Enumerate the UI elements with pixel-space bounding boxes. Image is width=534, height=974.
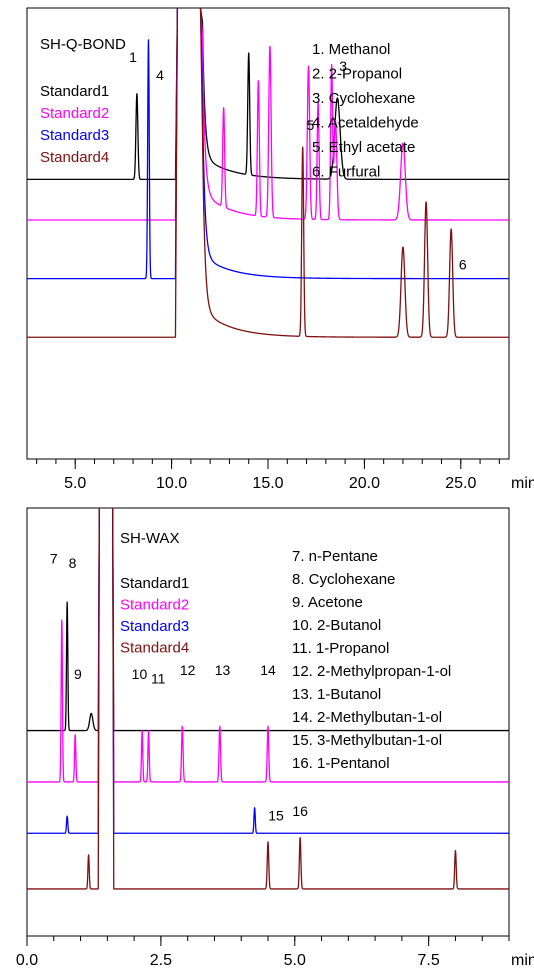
compound-entry: 10. 2-Butanol [292, 617, 381, 634]
compound-entry: 2. 2-Propanol [312, 66, 402, 83]
compound-entry: 16. 1-Pentanol [292, 755, 390, 772]
x-tick-label: 5.0 [284, 952, 306, 969]
series-trace-standard3 [26, 507, 510, 834]
legend-entry: Standard3 [120, 618, 189, 635]
peak-label: 10 [132, 666, 148, 682]
peak-label: 15 [268, 807, 284, 823]
legend-entry: Standard2 [120, 597, 189, 614]
peak-label: 6 [459, 257, 467, 273]
peak-label: 5 [307, 117, 315, 133]
compound-entry: 9. Acetone [292, 594, 363, 611]
peak-label: 11 [151, 670, 166, 686]
compound-entry: 8. Cyclohexane [292, 571, 395, 588]
x-tick-label: 15.0 [252, 475, 283, 492]
peak-label: 12 [180, 662, 196, 678]
peak-label: 14 [260, 662, 276, 678]
peak-label: 13 [215, 662, 231, 678]
chart-panel-2: 0.0 2.5 5.0 7.5 min 7 8 9 10 11 12 13 14 15 16 SH-WAX St… [16, 507, 534, 969]
column-title: SH-WAX [120, 530, 179, 547]
x-tick-label: 20.0 [349, 475, 380, 492]
legend-entry: Standard2 [40, 105, 109, 122]
compound-entry: 14. 2-Methylbutan-1-ol [292, 709, 442, 726]
series-trace-standard3 [26, 7, 510, 280]
compound-entry: 1. Methanol [312, 41, 390, 58]
legend-entry: Standard4 [40, 149, 109, 166]
x-axis-label: min [511, 952, 534, 969]
legend-entry: Standard4 [120, 640, 189, 657]
peak-label: 1 [129, 49, 137, 65]
x-tick-label: 25.0 [445, 475, 476, 492]
compound-entry: 3. Cyclohexane [312, 90, 415, 107]
legend-entry: Standard1 [120, 575, 189, 592]
chart-panel-1: 5.010.015.020.025.0min142356SH-Q-BONDSta… [26, 7, 534, 492]
peak-label: 7 [50, 551, 58, 567]
compound-entry: 7. n-Pentane [292, 548, 378, 565]
x-tick-label: 5.0 [64, 475, 86, 492]
legend-entry: Standard1 [40, 83, 109, 100]
compound-entry: 5. Ethyl acetate [312, 139, 415, 156]
x-axis-label: min [511, 475, 534, 492]
peak-label: 8 [69, 555, 77, 571]
peak-label: 9 [74, 666, 82, 682]
compound-entry: 12. 2-Methylpropan-1-ol [292, 663, 451, 680]
series-trace-standard2 [26, 7, 510, 221]
plot-frame [26, 7, 510, 460]
x-tick-label: 2.5 [150, 952, 172, 969]
compound-entry: 13. 1-Butanol [292, 686, 381, 703]
compound-entry: 6. Furfural [312, 164, 380, 181]
column-title: SH-Q-BOND [40, 36, 126, 53]
series-trace-standard1 [26, 7, 510, 181]
series-trace-standard4 [26, 507, 510, 890]
peak-label: 3 [339, 58, 347, 74]
peak-label: 16 [292, 803, 308, 819]
compound-entry: 15. 3-Methylbutan-1-ol [292, 732, 442, 749]
series-trace-standard4 [26, 7, 510, 338]
x-tick-label: 7.5 [418, 952, 440, 969]
compound-entry: 4. Acetaldehyde [312, 115, 419, 132]
x-tick-label: 0.0 [16, 952, 38, 969]
compound-entry: 11. 1-Propanol [292, 640, 389, 657]
x-tick-label: 10.0 [156, 475, 187, 492]
series-trace-standard2 [26, 507, 510, 783]
legend-entry: Standard3 [40, 127, 109, 144]
peak-label: 4 [156, 67, 164, 83]
